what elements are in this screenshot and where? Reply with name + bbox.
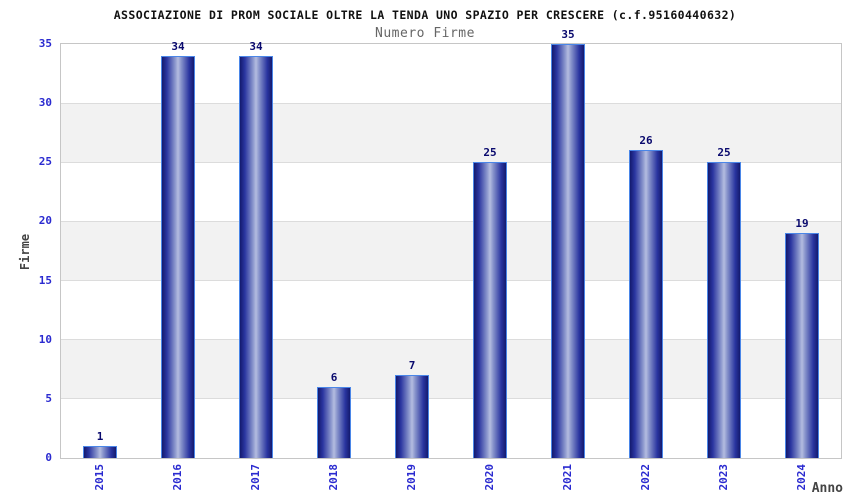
x-tick-label: 2023 (717, 464, 730, 491)
bar-2019 (395, 375, 429, 458)
x-tick-label: 2022 (639, 464, 652, 491)
bar-2022 (629, 150, 663, 458)
x-tick-label: 2016 (171, 464, 184, 491)
gridline (61, 398, 841, 400)
bar-value-label: 25 (717, 146, 731, 160)
y-tick-label: 20 (38, 214, 52, 228)
bar-value-label: 34 (249, 39, 263, 53)
chart-subtitle: Numero Firme (375, 26, 475, 41)
y-axis-title: Firme (18, 233, 32, 271)
x-tick-label: 2018 (327, 464, 340, 491)
x-axis-title: Anno (811, 481, 843, 496)
y-tick-label: 5 (45, 391, 52, 405)
y-tick-label: 30 (38, 96, 52, 110)
bar-2015 (83, 446, 117, 458)
gridline (61, 220, 841, 222)
bar-value-label: 26 (639, 134, 653, 148)
x-tick-label: 2020 (483, 464, 496, 491)
y-tick-label: 15 (38, 273, 52, 287)
gridline (61, 339, 841, 341)
x-tick-label: 2021 (561, 464, 574, 491)
x-tick-label: 2015 (93, 464, 106, 491)
x-tick-label: 2017 (249, 464, 262, 491)
bar-2023 (707, 162, 741, 458)
chart-title: ASSOCIAZIONE DI PROM SOCIALE OLTRE LA TE… (113, 8, 737, 22)
gridline (61, 161, 841, 163)
y-tick-label: 0 (45, 451, 52, 464)
x-tick-label: 2019 (405, 464, 418, 491)
plot-area: 1 34 34 6 7 25 35 26 25 19 (60, 28, 842, 459)
bar-2017 (239, 55, 273, 458)
gridline (61, 280, 841, 282)
bar-value-label: 19 (795, 217, 809, 231)
bar-2020 (473, 162, 507, 458)
y-tick-label: 25 (38, 155, 52, 169)
bar-value-label: 1 (96, 430, 104, 444)
bar-value-label: 34 (171, 39, 185, 53)
bar-2024 (785, 233, 819, 458)
bar-value-label: 7 (408, 359, 416, 373)
y-tick-label: 35 (38, 37, 52, 50)
gridline (61, 102, 841, 104)
bar-2021 (551, 44, 585, 458)
bar-2018 (317, 387, 351, 458)
bar-value-label: 25 (483, 146, 497, 160)
bar-value-label: 35 (561, 28, 575, 41)
bar-value-label: 6 (330, 371, 338, 385)
y-tick-label: 10 (38, 332, 52, 346)
bar-2016 (161, 55, 195, 458)
